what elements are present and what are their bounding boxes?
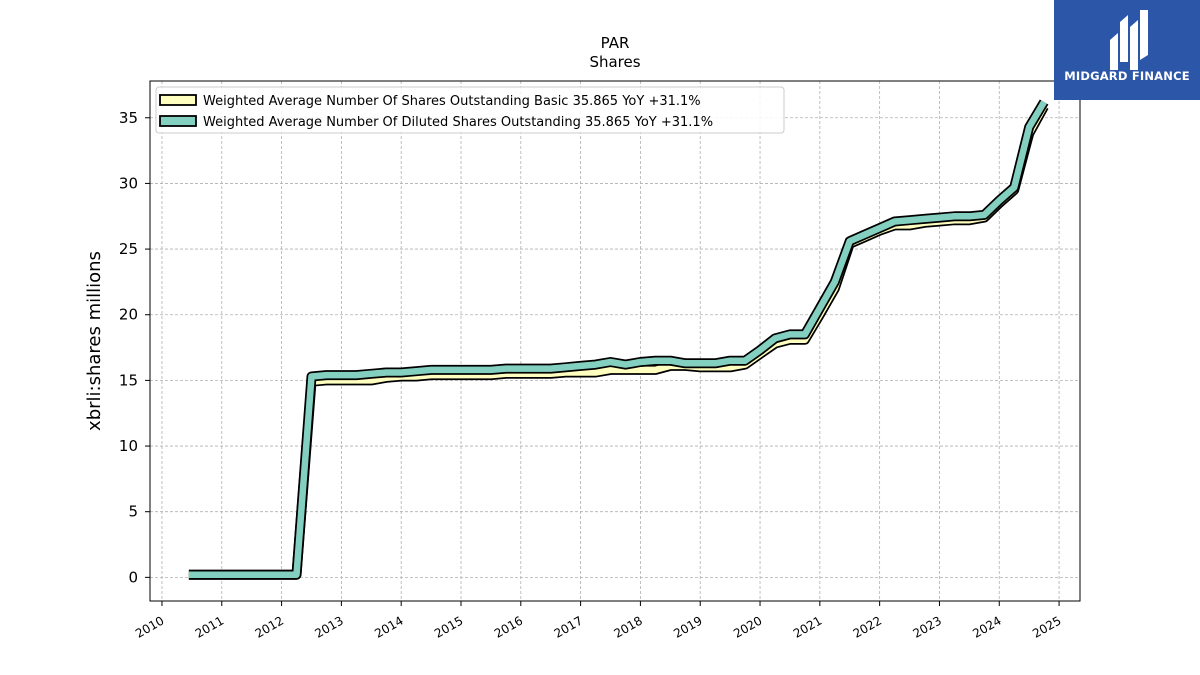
legend-label-2: Weighted Average Number Of Diluted Share… [203, 115, 713, 130]
x-tick-label: 2020 [731, 613, 764, 640]
x-tick-label: 2012 [253, 613, 286, 640]
series-outline-2 [188, 99, 1049, 580]
series-outline-1 [188, 103, 1049, 580]
x-tick-label: 2024 [970, 613, 1003, 640]
x-tick-label: 2014 [372, 613, 405, 640]
legend-swatch-2 [159, 115, 197, 127]
series-line-1 [188, 104, 1047, 578]
logo-mark-icon [1110, 10, 1148, 70]
x-tick-label: 2025 [1030, 613, 1063, 640]
x-tick-label: 2023 [910, 613, 943, 640]
y-tick-label: 20 [119, 306, 138, 324]
x-tick-label: 2021 [791, 613, 824, 640]
x-tick-label: 2010 [133, 613, 166, 640]
x-tick-label: 2016 [492, 613, 525, 640]
x-tick-label: 2019 [671, 613, 704, 640]
x-tick-label: 2018 [611, 613, 644, 640]
y-tick-label: 10 [119, 437, 138, 455]
chart-title: PAR [601, 34, 630, 52]
y-tick-label: 35 [119, 109, 138, 127]
series-line-2 [188, 100, 1047, 578]
y-tick-label: 30 [119, 174, 138, 192]
y-tick-label: 5 [128, 503, 138, 521]
y-tick-label: 25 [119, 240, 138, 258]
chart-subtitle: Shares [589, 53, 640, 71]
legend-swatch-1 [159, 94, 197, 106]
y-tick-label: 0 [128, 568, 138, 586]
legend-label-1: Weighted Average Number Of Shares Outsta… [203, 94, 701, 109]
legend: Weighted Average Number Of Shares Outsta… [155, 86, 785, 134]
plot-frame [149, 80, 1081, 602]
x-tick-label: 2022 [851, 613, 884, 640]
x-tick-label: 2017 [552, 613, 585, 640]
y-axis-label: xbrli:shares millions [84, 251, 105, 431]
logo-text: MIDGARD FINANCE [1064, 69, 1190, 83]
legend-box [155, 86, 785, 134]
y-tick-label: 15 [119, 371, 138, 389]
midgard-finance-logo: MIDGARD FINANCE [1054, 0, 1200, 100]
x-tick-label: 2015 [432, 613, 465, 640]
x-tick-label: 2011 [193, 613, 226, 640]
x-tick-label: 2013 [312, 613, 345, 640]
